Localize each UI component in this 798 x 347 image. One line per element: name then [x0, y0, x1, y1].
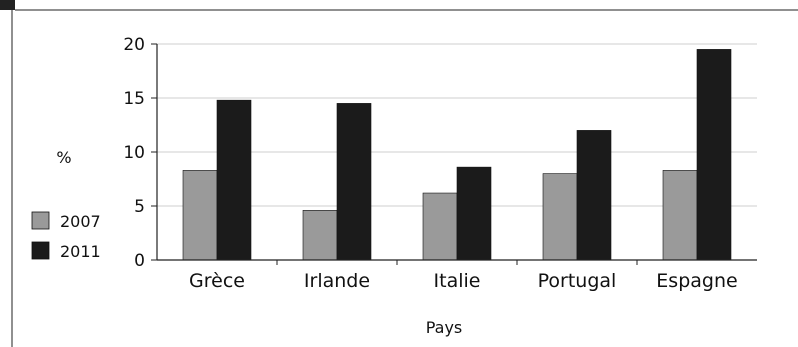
bar-2007-portugal: [542, 173, 578, 261]
x-category-label: Espagne: [656, 270, 737, 292]
bar-2007-italie: [422, 192, 458, 261]
x-category-label: Irlande: [304, 270, 370, 292]
y-tick-label: 5: [134, 197, 145, 217]
legend-label-2007: 2007: [60, 212, 101, 231]
bar-2011-portugal: [576, 130, 612, 261]
bar-2007-grèce: [182, 170, 218, 261]
corner-block: [0, 0, 15, 10]
bars: [182, 49, 732, 261]
y-tick-label: 10: [123, 143, 145, 163]
y-tick-label: 15: [123, 89, 145, 109]
axes: [151, 43, 757, 265]
bar-2011-grèce: [216, 99, 252, 261]
bar-2011-italie: [456, 166, 492, 261]
legend-swatch-2007: [31, 211, 50, 230]
legend-swatch-2011: [31, 241, 50, 260]
bar-2011-irlande: [336, 103, 372, 261]
x-category-label: Grèce: [189, 270, 245, 292]
x-category-label: Portugal: [538, 270, 617, 292]
bar-2007-espagne: [662, 170, 698, 261]
x-category-labels: Grèce Irlande Italie Portugal Espagne: [189, 270, 738, 292]
legend-label-2011: 2011: [60, 242, 101, 261]
y-tick-label: 20: [123, 35, 145, 55]
bar-2011-espagne: [696, 49, 732, 261]
y-tick-labels: 0 5 10 15 20: [123, 35, 145, 271]
y-axis-title: %: [56, 148, 71, 167]
bar-2007-irlande: [302, 210, 338, 261]
x-category-label: Italie: [434, 270, 481, 292]
legend: 2007 2011: [31, 211, 101, 261]
y-tick-label: 0: [134, 251, 145, 271]
x-axis-title: Pays: [426, 318, 463, 337]
